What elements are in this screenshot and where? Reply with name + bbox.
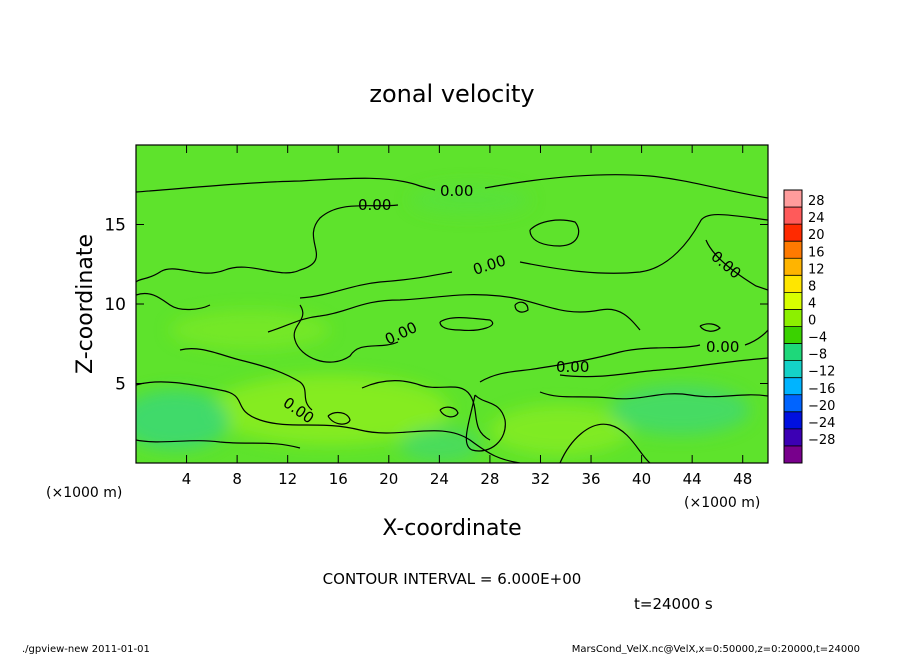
contour-line [539,391,768,400]
colorbar-label: −16 [808,382,835,397]
field-patch-cool [136,390,230,450]
contour-line [479,344,701,383]
colorbar-label: −4 [808,331,827,346]
colorbar-swatch [784,377,802,396]
x-tick-label: 48 [733,470,752,488]
contour-line [361,380,491,441]
colorbar-label: 12 [808,262,825,277]
x-tick-label: 8 [232,470,242,488]
field-patch-light [210,375,450,445]
time-text: t=24000 s [634,595,713,613]
x-axis-unit-note: (×1000 m) [684,495,760,511]
field-patch-light [490,405,630,455]
contour-line [299,271,453,299]
x-tick-label: 4 [182,470,192,488]
contour-line [136,292,211,311]
contour-interval-text: CONTOUR INTERVAL = 6.000E+00 [323,570,582,588]
colorbar: 28 24 20 16 12 8 4 0 −4 −8 −12 −16 −20 −24 −28 [783,189,835,464]
colorbar-label: −8 [808,348,827,363]
footer-left: ./gpview-new 2011-01-01 [22,644,150,654]
colorbar-swatch [784,207,802,225]
field-patch-cool [410,185,530,215]
contour-line [484,174,768,199]
colorbar-label: 28 [808,194,825,209]
colorbar-label: 16 [808,245,825,260]
contour-line [136,177,436,193]
contour-line [519,213,768,274]
x-tick-label: 32 [531,470,550,488]
contour-line [699,323,721,332]
colorbar-swatch [784,343,802,361]
velocity-field [136,145,768,463]
x-tick-label: 24 [430,470,449,488]
colorbar-swatch [784,309,802,327]
y-axis-unit-note: (×1000 m) [46,485,122,501]
x-tick-label: 44 [683,470,702,488]
field-patch-cool [400,427,480,463]
contour-line [705,239,768,291]
colorbar-swatch [784,275,802,293]
colorbar-swatch [784,224,802,242]
x-tick-label: 16 [329,470,348,488]
colorbar-label: 8 [808,279,816,294]
colorbar-label: −20 [808,399,835,414]
contour-line [465,394,506,452]
x-axis-label: X-coordinate [382,516,521,541]
x-tick-label: 12 [278,470,297,488]
colorbar-label: −24 [808,416,835,431]
contour-line [267,294,641,333]
x-tick-label: 20 [379,470,398,488]
colorbar-swatch [784,326,802,344]
contour-line [179,348,313,411]
contour-label: 0.00 [440,182,473,200]
contour-line [136,204,399,283]
colorbar-swatch [784,394,802,413]
contour-line [559,423,651,463]
field-patch-light [170,310,330,350]
contour-label: 0.00 [706,338,739,356]
x-tick-label: 40 [632,470,651,488]
colorbar-label: 4 [808,296,816,311]
contour-line [136,381,521,463]
colorbar-label: 24 [808,211,825,226]
x-tick-label: 36 [581,470,600,488]
contour-line [327,411,351,425]
contour-line [529,219,580,247]
contour-line [293,304,399,363]
y-tick-label: 15 [104,216,126,236]
y-tick-label: 5 [115,375,126,395]
colorbar-label: 20 [808,228,825,243]
contour-line [439,317,494,331]
colorbar-swatch [784,292,802,310]
colorbar-swatch [784,411,802,430]
contour-label: 0.00 [358,196,391,214]
colorbar-swatch [784,428,802,447]
colorbar-swatch [784,445,802,464]
y-tick-label: 10 [104,295,126,315]
field-patch-cool [610,385,750,435]
contour-line [514,301,529,313]
colorbar-swatch [784,258,802,276]
y-axis: 5 10 15 [104,216,768,395]
chart-title: zonal velocity [369,80,534,108]
contour-line [439,406,459,418]
y-axis-label: Z-coordinate [73,234,98,374]
x-tick-label: 28 [480,470,499,488]
contour-label: 0.00 [556,358,589,376]
colorbar-label: −12 [808,365,835,380]
x-axis: 4 8 12 16 20 24 28 32 36 40 44 48 [182,145,752,488]
colorbar-label: −28 [808,433,835,448]
colorbar-swatch [784,190,802,208]
contour-line [559,357,768,378]
colorbar-label: 0 [808,314,816,329]
footer-right: MarsCond_VelX.nc@VelX,x=0:50000,z=0:2000… [572,644,860,654]
contour-line [136,439,301,449]
contour-lines [136,174,768,463]
colorbar-swatch [784,360,802,378]
colorbar-swatch [784,241,802,259]
